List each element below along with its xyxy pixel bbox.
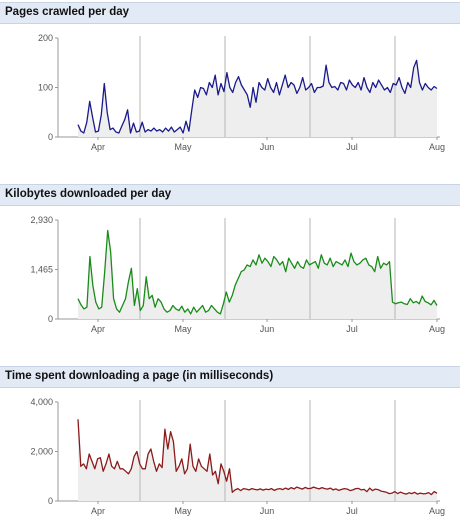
chart-header: Pages crawled per day xyxy=(0,2,460,24)
y-tick-label: 0 xyxy=(48,314,53,324)
chart-panel-time: Time spent downloading a page (in millis… xyxy=(0,366,460,516)
chart-header: Time spent downloading a page (in millis… xyxy=(0,366,460,388)
chart-title: Time spent downloading a page (in millis… xyxy=(5,370,274,382)
x-tick-label: Jun xyxy=(260,142,275,152)
x-tick-label: May xyxy=(174,324,192,334)
y-tick-label: 200 xyxy=(38,33,53,43)
series-area xyxy=(78,230,437,319)
chart-panel-kilobytes: Kilobytes downloaded per day 0 1,465 2,930… xyxy=(0,184,460,334)
series-area xyxy=(78,419,437,501)
time-per-page-chart: 0 2,000 4,000 Apr May Jun Jul Aug xyxy=(30,397,445,516)
y-tick-label: 0 xyxy=(48,496,53,506)
kilobytes-downloaded-chart: 0 1,465 2,930 Apr May Jun Jul Aug xyxy=(30,215,445,334)
series-line xyxy=(77,229,438,315)
x-tick-label: Aug xyxy=(429,506,445,516)
x-tick-label: Jun xyxy=(260,324,275,334)
chart-header: Kilobytes downloaded per day xyxy=(0,184,460,206)
series-line xyxy=(77,419,438,496)
pages-crawled-chart: 0 100 200 Apr May Jun Jul Aug xyxy=(38,33,445,152)
x-tick-label: Apr xyxy=(91,506,105,516)
series-line xyxy=(77,59,438,134)
y-tick-label: 0 xyxy=(48,132,53,142)
series-area xyxy=(78,60,437,137)
x-tick-label: Jul xyxy=(346,142,358,152)
chart-title: Kilobytes downloaded per day xyxy=(5,188,172,200)
x-tick-label: Aug xyxy=(429,324,445,334)
y-tick-label: 2,930 xyxy=(30,215,53,225)
x-tick-label: May xyxy=(174,506,192,516)
y-tick-label: 1,465 xyxy=(30,265,53,275)
x-tick-label: May xyxy=(174,142,192,152)
chart-panel-pages: Pages crawled per day 0 100 200 Apr May Jun Ju… xyxy=(0,2,460,152)
x-tick-label: Apr xyxy=(91,324,105,334)
y-tick-label: 100 xyxy=(38,83,53,93)
x-tick-label: Jul xyxy=(346,506,358,516)
chart-title: Pages crawled per day xyxy=(5,6,130,18)
x-tick-label: Jun xyxy=(260,506,275,516)
x-tick-label: Jul xyxy=(346,324,358,334)
x-tick-label: Apr xyxy=(91,142,105,152)
x-tick-label: Aug xyxy=(429,142,445,152)
y-tick-label: 2,000 xyxy=(30,447,53,457)
y-tick-label: 4,000 xyxy=(30,397,53,407)
